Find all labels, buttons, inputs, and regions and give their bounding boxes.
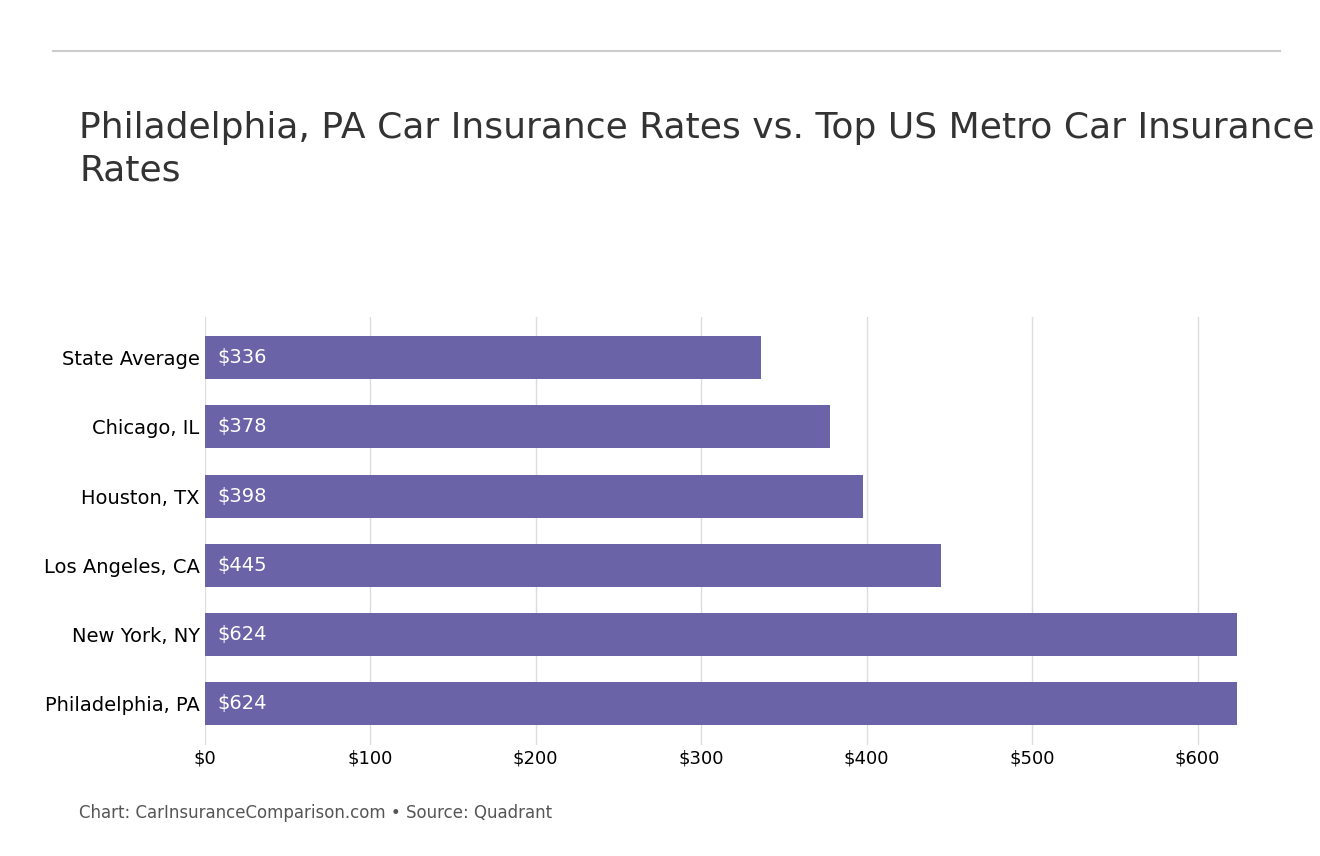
Text: Chart: CarInsuranceComparison.com • Source: Quadrant: Chart: CarInsuranceComparison.com • Sour… — [79, 804, 552, 822]
Bar — [205, 406, 830, 449]
Bar — [205, 613, 1237, 656]
Text: $624: $624 — [218, 625, 268, 644]
Bar — [205, 682, 1237, 725]
Bar — [205, 544, 941, 587]
Bar — [205, 336, 760, 379]
Text: $624: $624 — [218, 694, 268, 713]
Text: Philadelphia, PA Car Insurance Rates vs. Top US Metro Car Insurance
Rates: Philadelphia, PA Car Insurance Rates vs.… — [79, 111, 1315, 187]
Text: $378: $378 — [218, 418, 268, 437]
Bar — [205, 474, 863, 518]
Text: $398: $398 — [218, 486, 268, 506]
Text: $445: $445 — [218, 556, 268, 575]
Text: $336: $336 — [218, 348, 268, 367]
